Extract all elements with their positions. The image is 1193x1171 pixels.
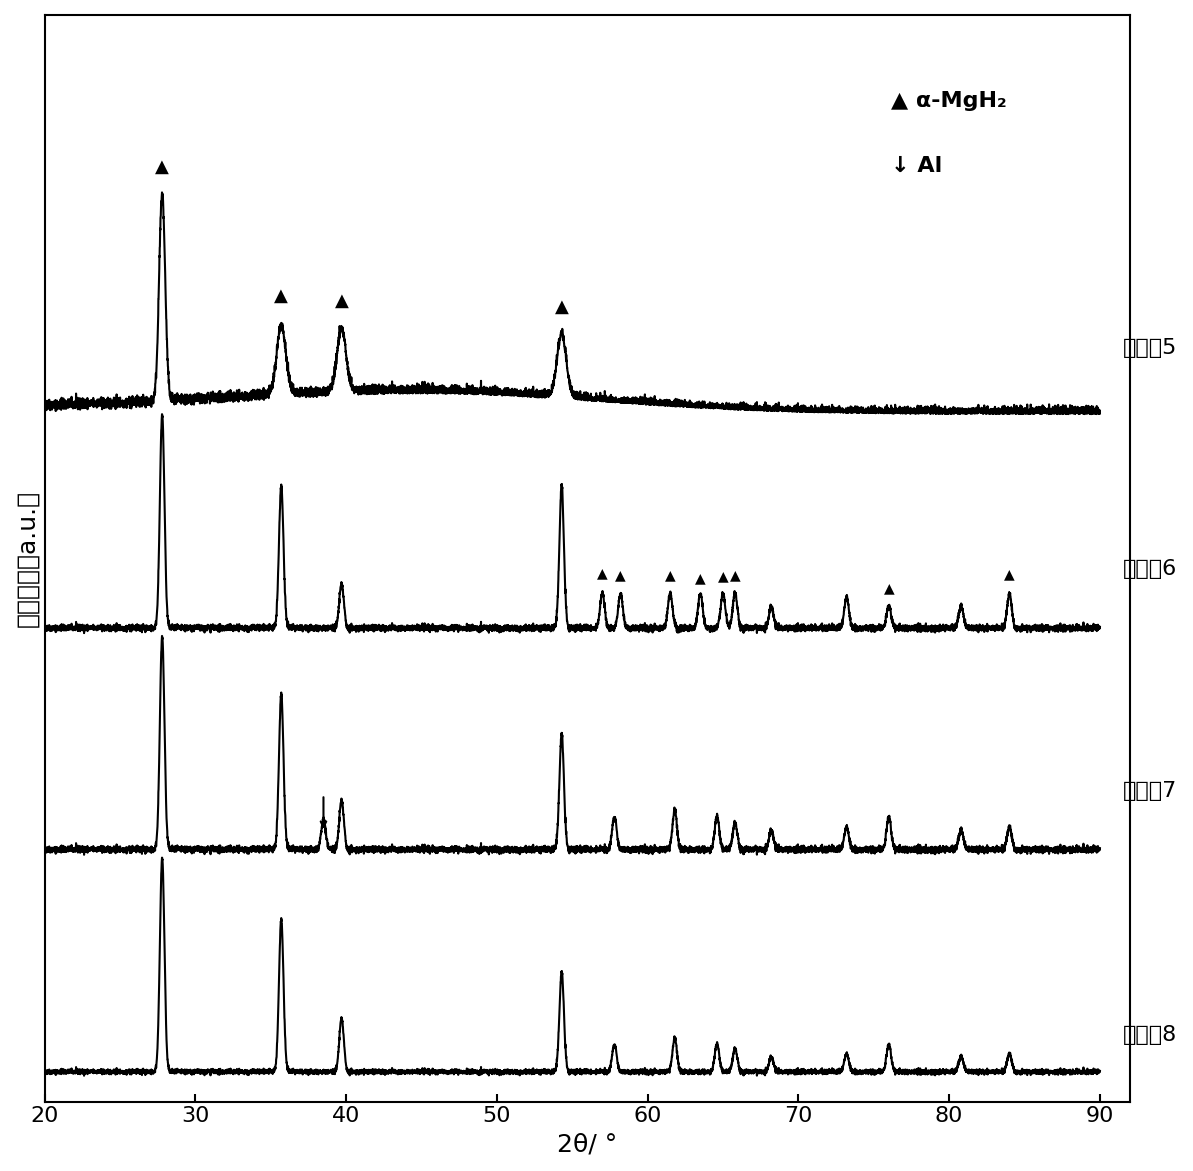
Text: ▲: ▲ [334,292,348,309]
Text: ▲: ▲ [696,571,706,586]
Text: ▲: ▲ [616,569,626,583]
Text: 实施例7: 实施例7 [1123,781,1176,801]
Text: ▲: ▲ [718,569,728,583]
Text: ▲: ▲ [730,568,741,582]
Y-axis label: 相对强度（a.u.）: 相对强度（a.u.） [16,489,39,626]
Text: ▲: ▲ [596,567,607,581]
Text: ▲ α-MgH₂: ▲ α-MgH₂ [891,91,1007,111]
Text: 实施例5: 实施例5 [1123,337,1176,357]
Text: ▲: ▲ [665,568,675,582]
Text: ▲: ▲ [884,581,894,595]
X-axis label: 2θ/ °: 2θ/ ° [557,1132,618,1156]
Text: ▲: ▲ [555,297,569,315]
Text: 实施例6: 实施例6 [1123,560,1176,580]
Text: ▲: ▲ [155,158,169,176]
Text: ↓ Al: ↓ Al [891,156,942,177]
Text: 实施例8: 实施例8 [1123,1025,1176,1045]
Text: ▲: ▲ [274,287,289,306]
Text: ▲: ▲ [1005,568,1015,582]
